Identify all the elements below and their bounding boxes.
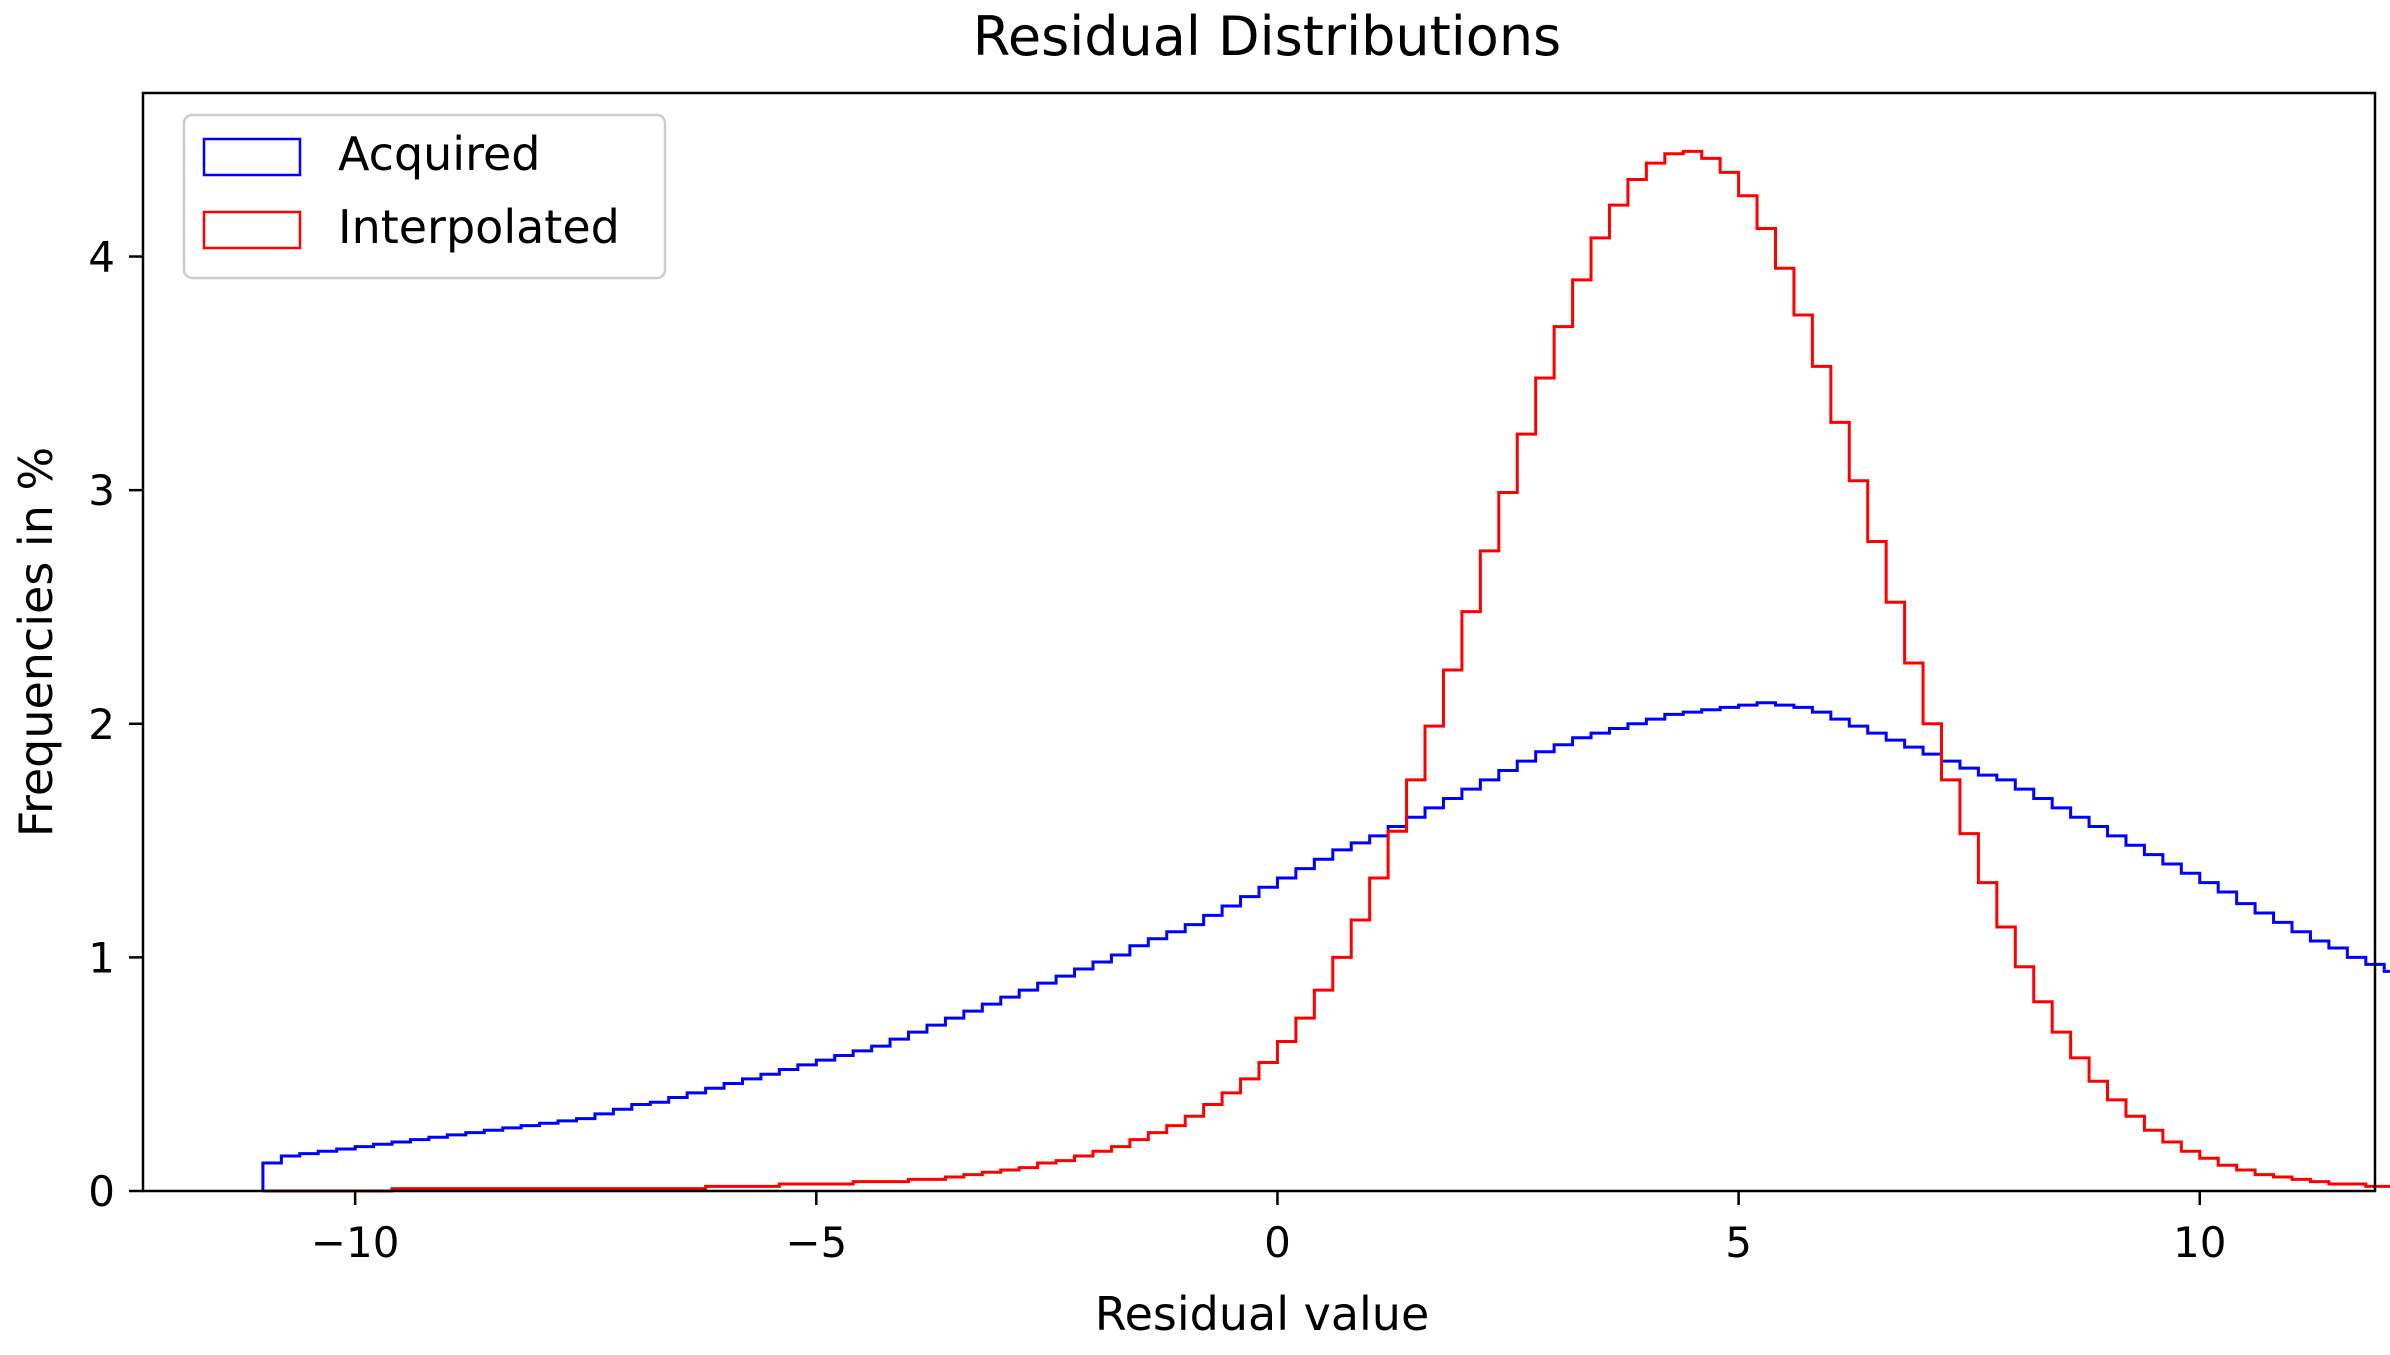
y-axis-label: Frequencies in % — [9, 447, 63, 837]
x-axis-label: Residual value — [1095, 1287, 1430, 1341]
x-tick-label: 10 — [2173, 1218, 2226, 1267]
legend-swatch-acquired — [202, 137, 302, 177]
x-tick-label: 0 — [1264, 1218, 1291, 1267]
chart-title: Residual Distributions — [973, 5, 1561, 68]
legend: Acquired Interpolated — [182, 113, 667, 280]
x-tick-label: −5 — [785, 1218, 847, 1267]
legend-box — [182, 113, 667, 280]
series-step-interpolated — [262, 149, 2390, 1193]
series-step-acquired — [261, 701, 2390, 1191]
y-tick-label: 1 — [88, 933, 115, 982]
x-tick-label: 5 — [1725, 1218, 1752, 1267]
legend-label-interpolated: Interpolated — [338, 200, 620, 254]
y-tick-label: 2 — [88, 700, 115, 749]
y-tick-label: 3 — [88, 466, 115, 515]
y-tick-label: 0 — [88, 1167, 115, 1216]
plot-frame — [141, 91, 2377, 1193]
series-layer — [261, 149, 2390, 1193]
y-tick-label: 4 — [88, 233, 115, 282]
legend-label-acquired: Acquired — [338, 127, 541, 181]
legend-swatch-interpolated — [202, 210, 302, 250]
x-tick-label: −10 — [311, 1218, 400, 1267]
ticks-layer: −10 −5 0 5 10 0 1 2 3 4 — [88, 233, 2226, 1267]
